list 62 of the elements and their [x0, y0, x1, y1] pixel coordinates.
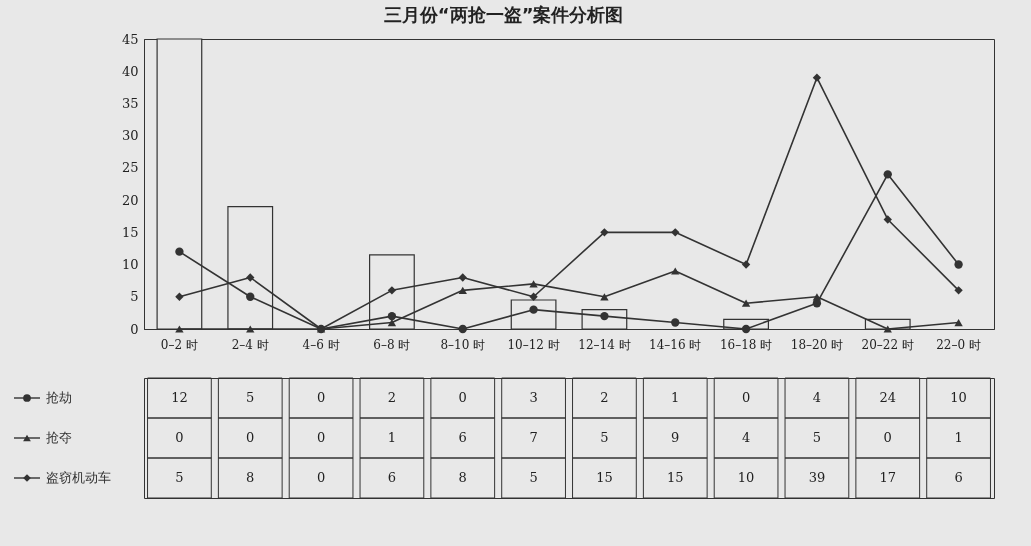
data-label: 4	[812, 390, 822, 405]
y-tick-label: 20	[121, 192, 139, 208]
x-tick-label: 0–2 时	[160, 337, 198, 352]
legend-label: 抢夺	[46, 430, 72, 445]
data-label: 1	[671, 390, 680, 405]
y-tick-label: 0	[130, 321, 139, 337]
y-tick-label: 40	[121, 63, 139, 79]
data-label: 15	[596, 470, 613, 485]
data-label: 6	[954, 470, 963, 485]
data-label: 0	[316, 390, 326, 405]
data-label: 5	[812, 430, 822, 445]
data-label: 15	[666, 470, 684, 485]
x-tick-label: 2–4 时	[231, 337, 269, 352]
data-label: 10	[737, 470, 755, 485]
x-tick-label: 14–16 时	[649, 337, 702, 352]
data-label: 0	[458, 390, 467, 405]
x-tick-label: 6–8 时	[373, 337, 411, 352]
data-label: 0	[741, 390, 751, 405]
data-label: 9	[671, 430, 680, 445]
data-label: 1	[954, 430, 963, 445]
y-tick-label: 30	[121, 128, 139, 144]
data-label: 12	[171, 390, 188, 405]
data-label: 0	[316, 430, 326, 445]
legend-label: 抢劫	[46, 390, 72, 405]
data-label: 10	[950, 390, 967, 405]
data-label: 0	[246, 430, 255, 445]
data-label: 0	[175, 430, 184, 445]
data-label: 5	[246, 390, 255, 405]
data-label: 2	[387, 390, 397, 405]
data-label: 8	[458, 470, 467, 485]
data-label: 6	[458, 430, 467, 445]
data-label: 0	[883, 430, 892, 445]
x-tick-label: 4–6 时	[302, 337, 340, 352]
y-tick-label: 5	[130, 289, 139, 305]
data-label: 6	[387, 470, 397, 485]
chart-title: 三月份“两抢一盗”案件分析图	[383, 3, 624, 25]
x-tick-label: 16–18 时	[719, 337, 773, 352]
data-label: 5	[600, 430, 609, 445]
y-tick-label: 25	[121, 160, 139, 176]
data-label: 5	[529, 470, 538, 485]
y-tick-label: 45	[121, 31, 139, 47]
y-tick-label: 15	[121, 224, 139, 240]
x-tick-label: 10–12 时	[507, 337, 560, 352]
data-label: 17	[879, 470, 897, 485]
legend-label: 盗窃机动车	[46, 470, 111, 485]
x-tick-label: 22–0 时	[936, 337, 981, 352]
data-label: 0	[316, 470, 326, 485]
data-label: 3	[529, 390, 538, 405]
data-label: 7	[529, 430, 538, 445]
x-tick-label: 8–10 时	[440, 337, 486, 352]
data-label: 5	[175, 470, 184, 485]
x-tick-label: 20–22 时	[861, 337, 914, 352]
data-label: 1	[387, 430, 397, 445]
data-label: 4	[741, 430, 751, 445]
y-tick-label: 35	[121, 95, 139, 111]
y-tick-label: 10	[121, 257, 139, 273]
x-tick-label: 12–14 时	[578, 337, 631, 352]
data-label: 24	[879, 390, 897, 405]
data-label: 8	[246, 470, 255, 485]
data-label: 2	[600, 390, 609, 405]
x-tick-label: 18–20 时	[790, 337, 844, 352]
data-label: 39	[808, 470, 826, 485]
